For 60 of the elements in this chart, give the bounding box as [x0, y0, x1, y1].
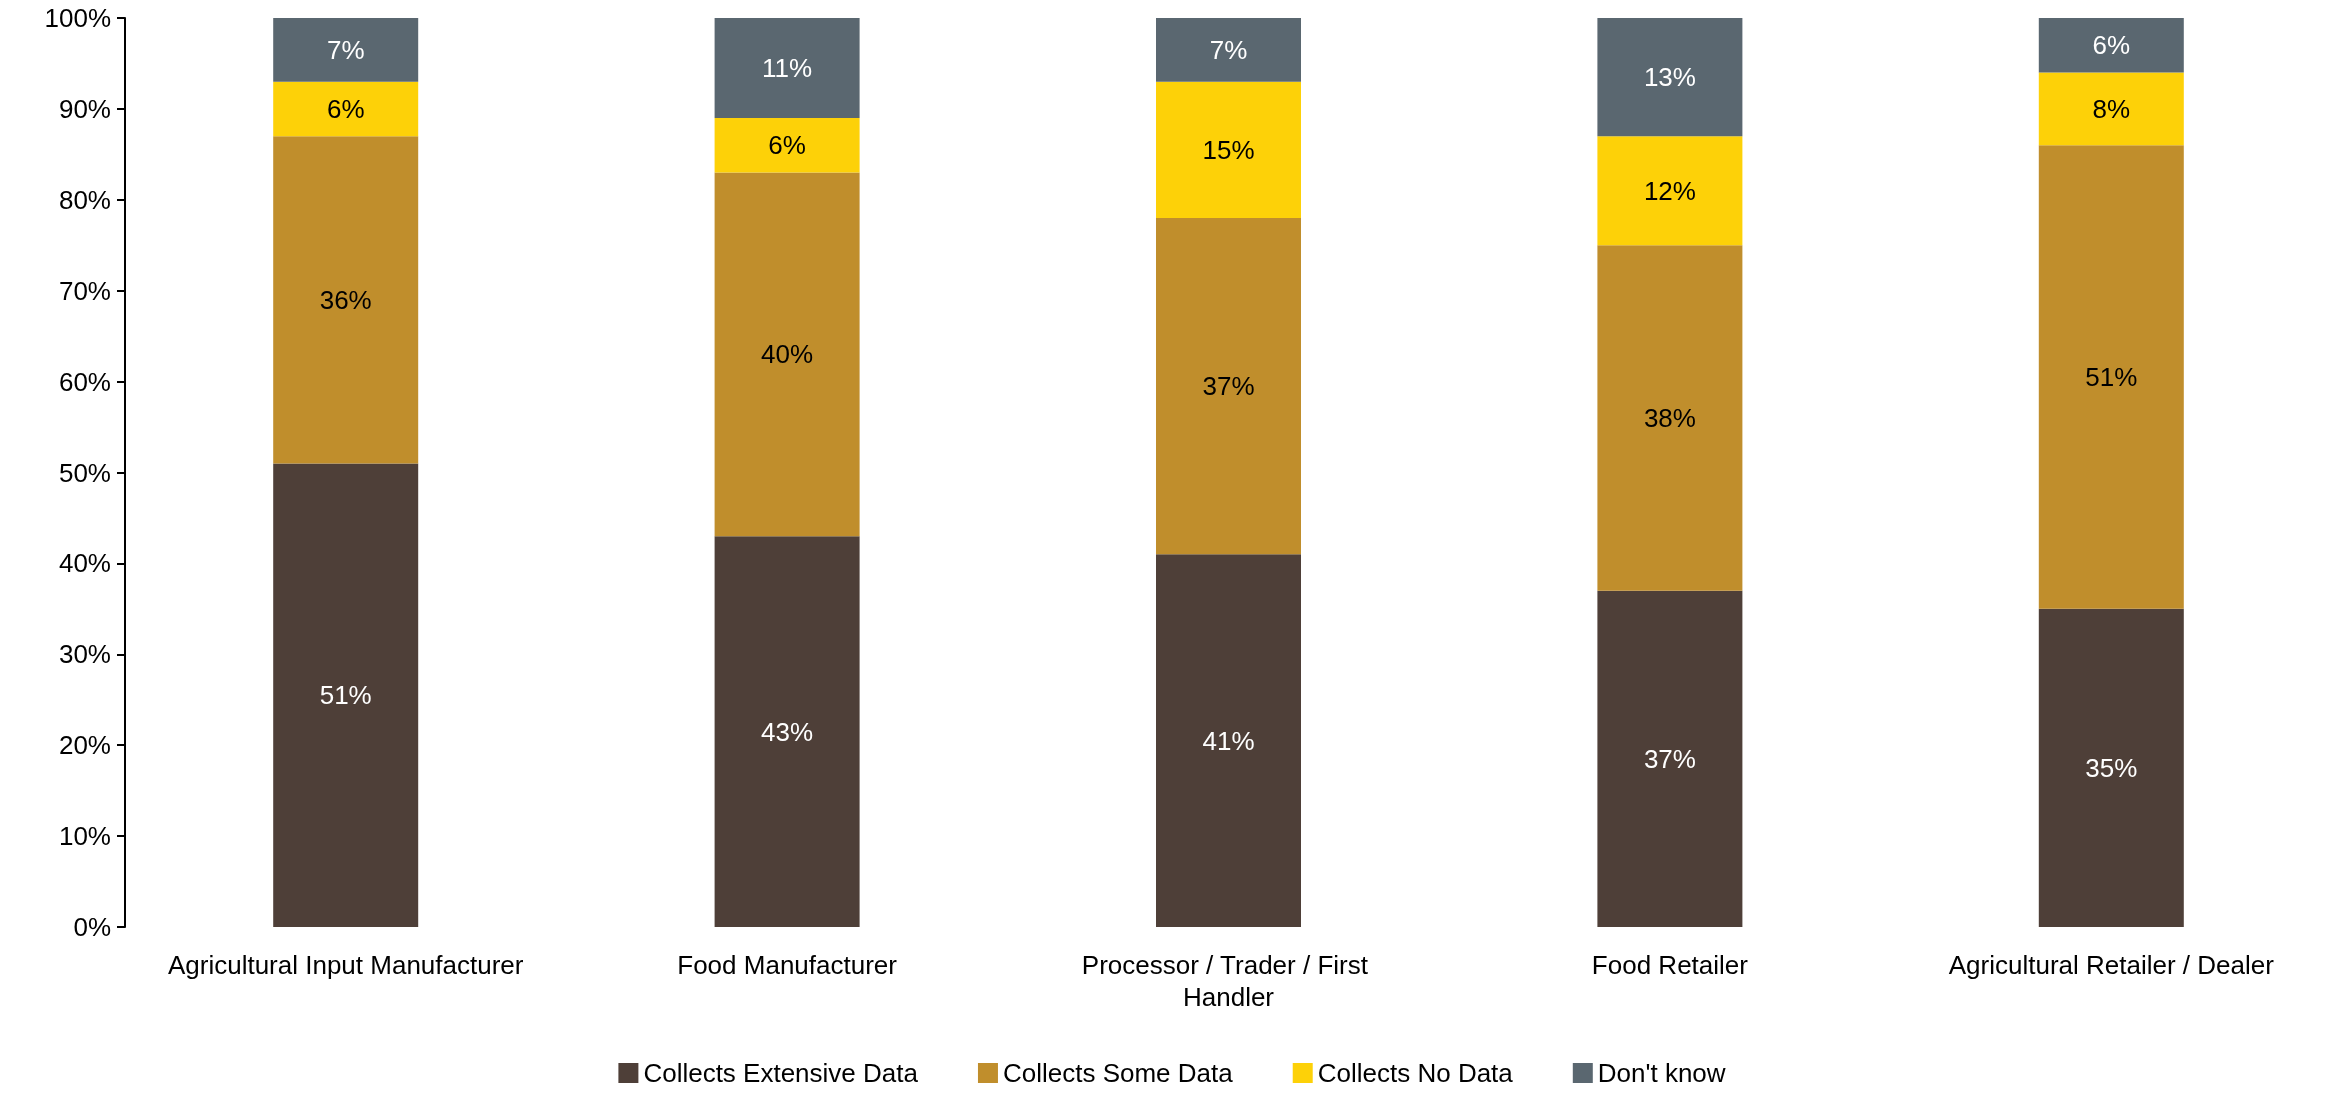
- bar: [1597, 136, 1743, 246]
- x-tick-label: Food Retailer: [1591, 950, 1749, 980]
- data-label: 43%: [761, 716, 814, 747]
- data-label: 6%: [2092, 30, 2131, 61]
- bar: [1156, 217, 1301, 555]
- bar: [273, 463, 419, 927]
- bar: [1597, 245, 1743, 591]
- bar: [1597, 590, 1743, 927]
- data-label: 7%: [1209, 34, 1248, 65]
- data-label: 11%: [762, 53, 813, 83]
- x-tick-label: Processor / Trader / First Handler: [1081, 950, 1376, 1012]
- legend-label: Collects Some Data: [1002, 1058, 1234, 1088]
- bar: [273, 18, 419, 82]
- bar: [2038, 18, 2184, 73]
- data-label: 7%: [326, 34, 365, 65]
- y-tick-label: 0%: [73, 912, 111, 942]
- data-label: 12%: [1643, 175, 1696, 206]
- y-tick-label: 10%: [58, 821, 111, 852]
- data-label: 36%: [319, 284, 372, 315]
- y-tick-label: 80%: [58, 184, 111, 215]
- y-tick-label: 100%: [44, 3, 111, 33]
- bar: [714, 117, 860, 173]
- data-label: 13%: [1643, 62, 1696, 93]
- y-tick-label: 90%: [58, 93, 111, 124]
- y-tick-label: 20%: [58, 730, 111, 761]
- bar: [714, 172, 860, 537]
- data-label: 51%: [319, 680, 372, 711]
- bar: [1156, 81, 1301, 218]
- y-tick-label: 50%: [58, 457, 111, 488]
- y-tick-label: 40%: [58, 548, 111, 579]
- bar: [2038, 608, 2184, 927]
- y-tick-label: 60%: [58, 366, 111, 397]
- bar: [1156, 18, 1301, 82]
- x-tick-label: Agricultural Retailer / Dealer: [1948, 950, 2275, 980]
- x-tick-label: Agricultural Input Manufacturer: [167, 950, 524, 980]
- bar: [714, 18, 860, 118]
- y-tick-label: 30%: [58, 639, 111, 670]
- legend-label: Collects Extensive Data: [643, 1058, 919, 1088]
- y-tick-label: 70%: [58, 275, 111, 306]
- legend-label: Don't know: [1597, 1058, 1726, 1088]
- x-tick-label: Food Manufacturer: [677, 950, 898, 980]
- bar: [2038, 145, 2184, 609]
- data-label: 41%: [1202, 725, 1255, 756]
- data-label: 35%: [2085, 752, 2138, 783]
- data-label: 15%: [1202, 134, 1255, 165]
- data-label: 37%: [1202, 371, 1255, 402]
- bar: [1597, 18, 1743, 137]
- data-label: 51%: [2085, 362, 2138, 393]
- bar: [273, 136, 419, 464]
- data-label: 40%: [761, 339, 814, 370]
- data-label: 6%: [326, 93, 365, 124]
- data-label: 8%: [2092, 93, 2131, 124]
- bar: [2038, 72, 2184, 146]
- legend-label: Collects No Data: [1317, 1058, 1514, 1088]
- bar: [1156, 554, 1301, 927]
- data-label: 38%: [1643, 402, 1696, 433]
- data-label: 37%: [1643, 743, 1696, 774]
- data-label: 6%: [768, 130, 806, 161]
- bar: [273, 81, 419, 137]
- bar: [714, 536, 860, 927]
